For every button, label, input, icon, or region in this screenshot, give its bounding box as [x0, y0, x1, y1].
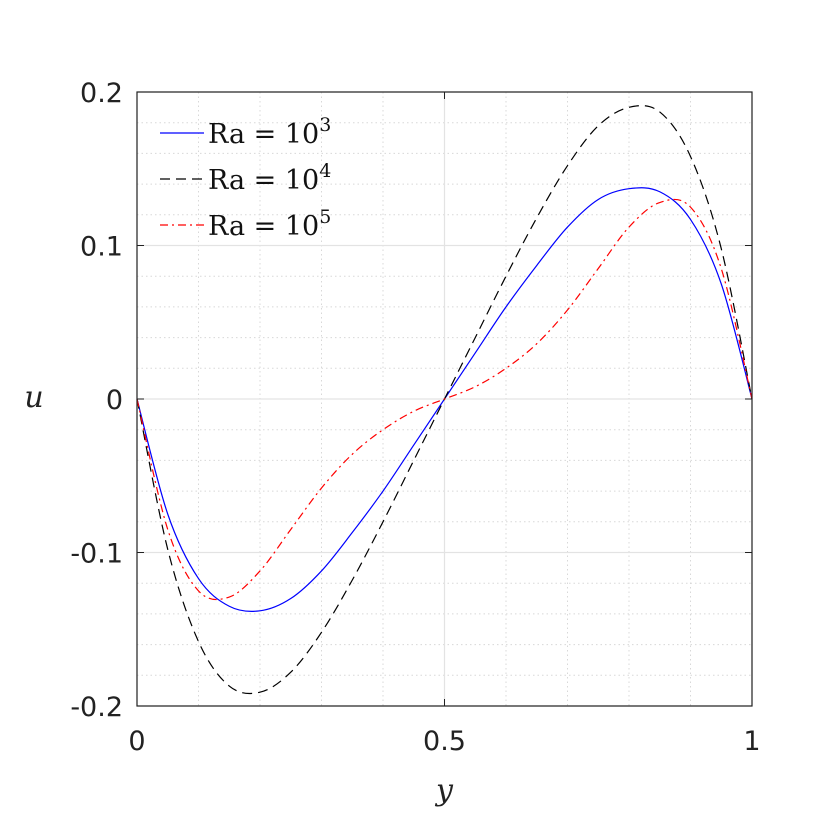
- legend: Ra = 103 Ra = 104 Ra = 105: [160, 114, 331, 242]
- y-tick-label: 0.1: [80, 232, 123, 263]
- y-tick-label: -0.1: [70, 539, 123, 570]
- y-tick-label: 0.2: [80, 78, 123, 109]
- legend-label: Ra = 105: [208, 206, 331, 242]
- legend-label: Ra = 103: [208, 114, 331, 150]
- x-tick-label: 0: [128, 726, 145, 757]
- x-tick-label: 0.5: [423, 726, 466, 757]
- legend-label: Ra = 104: [208, 160, 331, 196]
- series-layer: [136, 105, 753, 695]
- series-line-3: [136, 198, 753, 601]
- x-tick-label: 1: [743, 726, 760, 757]
- tick-layer: 0 0.5 1 -0.2 -0.1 0 0.1 0.2: [70, 78, 760, 757]
- y-tick-label: 0: [106, 385, 123, 416]
- x-axis-title: y: [434, 773, 454, 808]
- y-tick-label: -0.2: [70, 692, 123, 723]
- y-axis-title: u: [24, 380, 43, 415]
